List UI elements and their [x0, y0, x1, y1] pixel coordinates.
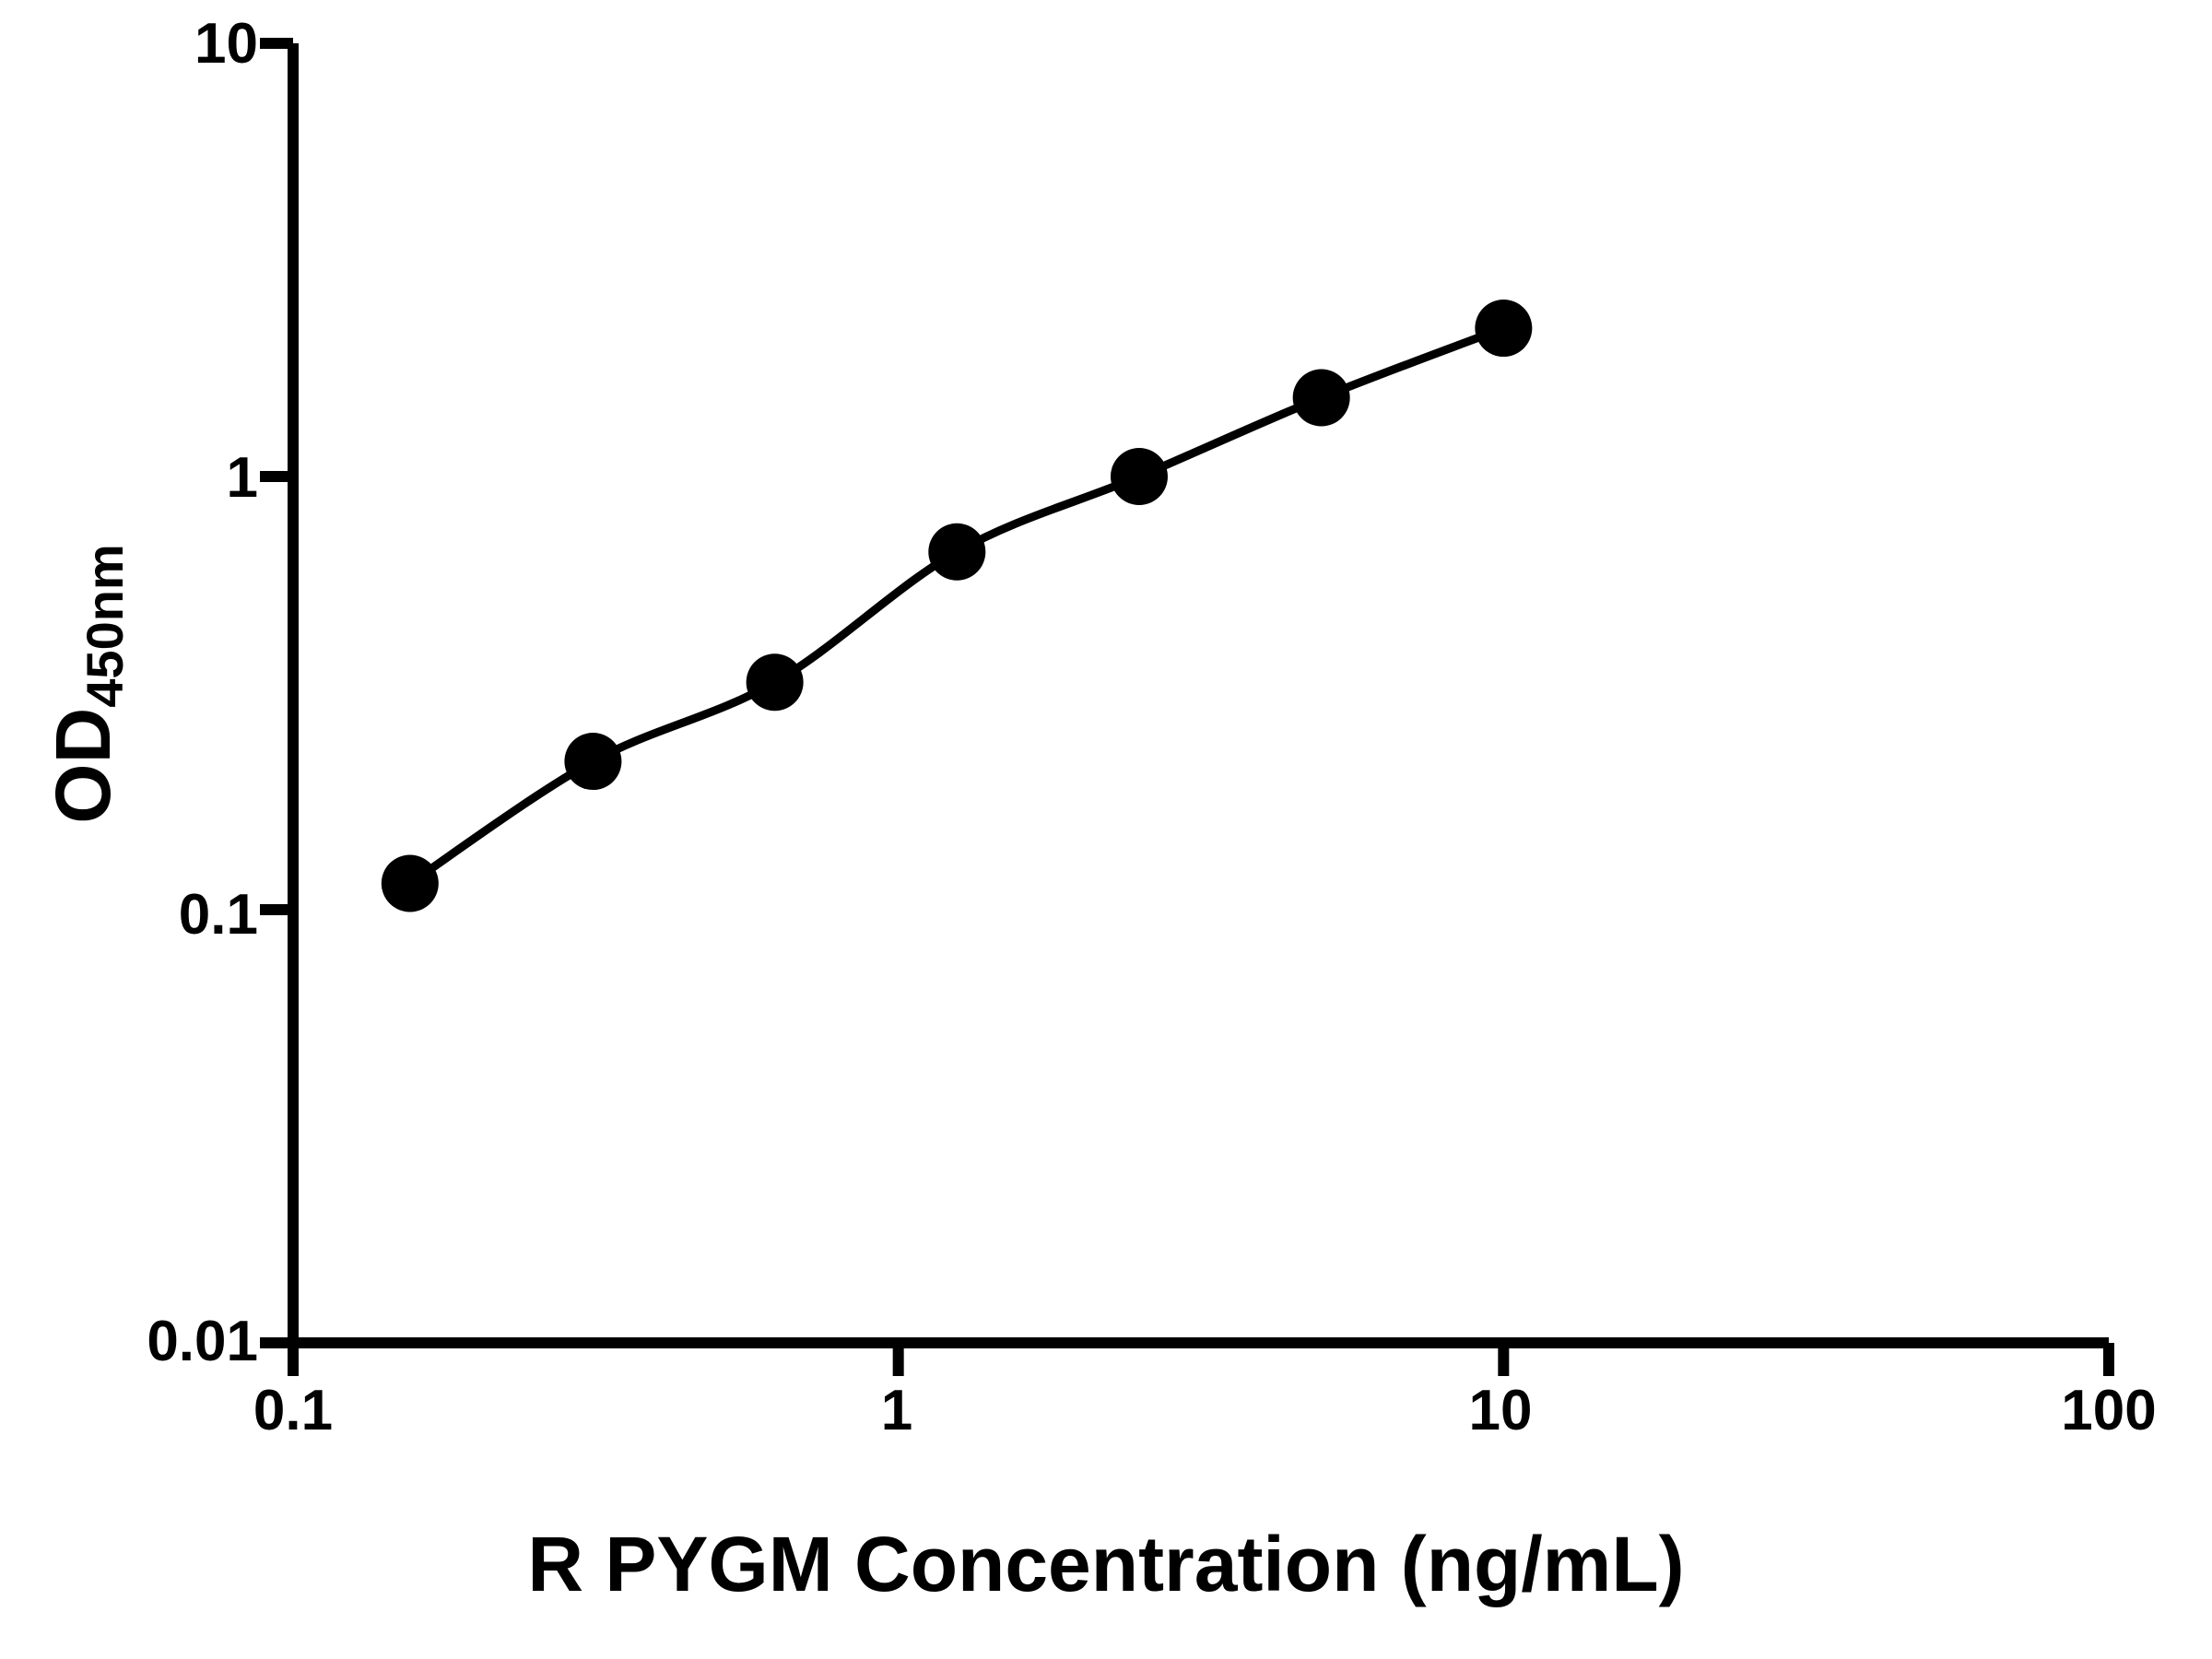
data-point-3 [928, 523, 986, 581]
ytick-label-0.1: 0.1 [178, 883, 258, 947]
data-point-4 [1110, 448, 1168, 505]
axis-layer [260, 38, 2114, 1376]
data-point-2 [746, 653, 804, 712]
data-point-0 [381, 854, 439, 912]
xtick-label-1: 1 [880, 1379, 913, 1442]
data-point-5 [1292, 369, 1350, 427]
xtick-label-0.1: 0.1 [253, 1379, 334, 1442]
xtick-label-100: 100 [2061, 1379, 2157, 1442]
xtick-label-10: 10 [1468, 1379, 1533, 1442]
x-axis-title: R PYGM Concentration (ng/mL) [527, 1521, 1685, 1607]
data-point-1 [564, 733, 622, 791]
ytick-label-0.01: 0.01 [147, 1310, 258, 1373]
ytick-label-1: 1 [226, 446, 258, 510]
ytick-label-10: 10 [194, 12, 258, 76]
data-series-layer [381, 300, 1533, 912]
data-point-6 [1475, 300, 1533, 358]
